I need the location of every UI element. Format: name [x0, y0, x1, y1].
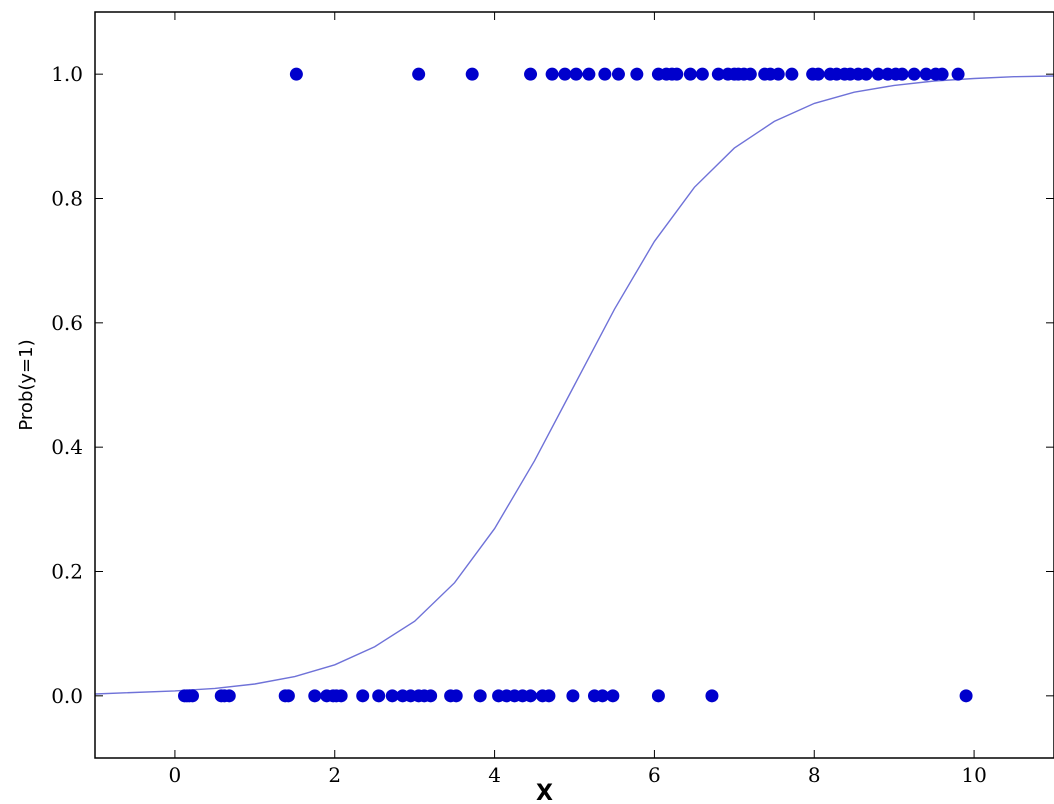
- data-point-y1: [771, 67, 785, 81]
- y-tick-label: 0.6: [51, 311, 83, 335]
- y-tick-label: 1.0: [51, 62, 83, 86]
- y-tick-label: 0.4: [51, 435, 83, 459]
- data-point-y0: [566, 689, 580, 703]
- data-point-y1: [524, 67, 538, 81]
- x-tick-label: 10: [961, 763, 986, 787]
- x-tick-label: 0: [169, 763, 182, 787]
- data-point-y0: [372, 689, 386, 703]
- data-point-y1: [895, 67, 909, 81]
- logistic-curve: [94, 75, 1054, 695]
- data-point-y0: [424, 689, 438, 703]
- data-point-y1: [743, 67, 757, 81]
- data-point-y1: [558, 67, 572, 81]
- data-point-y1: [935, 67, 949, 81]
- data-point-y1: [919, 67, 933, 81]
- data-point-y0: [524, 689, 538, 703]
- data-point-y0: [385, 689, 399, 703]
- y-tick-label: 0.0: [51, 684, 83, 708]
- x-tick-label: 8: [808, 763, 821, 787]
- data-point-y0: [705, 689, 719, 703]
- x-tick-label: 6: [648, 763, 661, 787]
- data-point-y0: [959, 689, 973, 703]
- data-point-y1: [465, 67, 479, 81]
- data-point-y1: [630, 67, 644, 81]
- data-point-y1: [289, 67, 303, 81]
- y-tick-label: 0.8: [51, 187, 83, 211]
- y-axis-label: Prob(y=1): [16, 339, 37, 430]
- curve-layer: [94, 75, 1054, 695]
- data-point-y1: [871, 67, 885, 81]
- data-point-y0: [308, 689, 322, 703]
- data-point-y1: [907, 67, 921, 81]
- data-point-y0: [595, 689, 609, 703]
- x-axis-label: X: [536, 781, 553, 804]
- data-point-y0: [222, 689, 236, 703]
- data-point-y0: [473, 689, 487, 703]
- data-point-y1: [683, 67, 697, 81]
- data-point-y1: [412, 67, 426, 81]
- data-point-y0: [542, 689, 556, 703]
- data-point-y1: [951, 67, 965, 81]
- data-point-y1: [598, 67, 612, 81]
- data-point-y0: [185, 689, 199, 703]
- data-point-y1: [670, 67, 684, 81]
- plot-frame: [94, 11, 1054, 759]
- data-point-y0: [651, 689, 665, 703]
- data-point-y1: [569, 67, 583, 81]
- x-tick-label: 2: [328, 763, 341, 787]
- data-point-y0: [356, 689, 370, 703]
- data-point-y1: [711, 67, 725, 81]
- data-point-y0: [449, 689, 463, 703]
- data-point-y1: [859, 67, 873, 81]
- data-point-y1: [611, 67, 625, 81]
- data-point-y1: [785, 67, 799, 81]
- y-tick-label: 0.2: [51, 560, 83, 584]
- ticks-layer: 0 2 4 6 8 10 0.0 0.2 0.4 0.6 0.8 1.0: [51, 12, 1054, 787]
- x-tick-label: 4: [488, 763, 501, 787]
- data-point-y1: [545, 67, 559, 81]
- data-point-y0: [334, 689, 348, 703]
- points-layer: [178, 67, 973, 703]
- data-point-y1: [695, 67, 709, 81]
- data-point-y0: [281, 689, 295, 703]
- data-point-y1: [811, 67, 825, 81]
- data-point-y0: [606, 689, 620, 703]
- data-point-y1: [582, 67, 596, 81]
